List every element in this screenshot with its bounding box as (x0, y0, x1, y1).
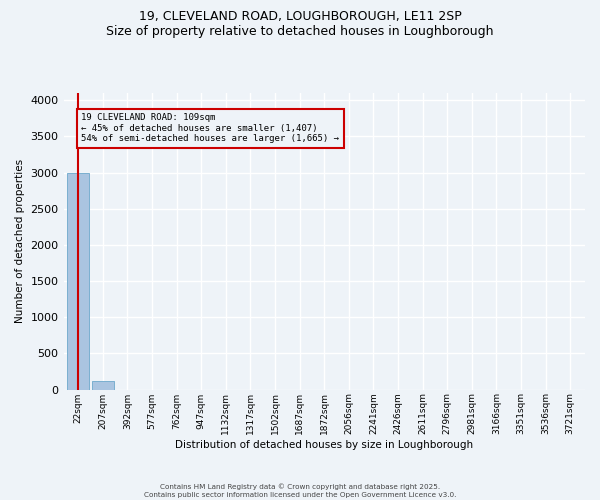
X-axis label: Distribution of detached houses by size in Loughborough: Distribution of detached houses by size … (175, 440, 473, 450)
Y-axis label: Number of detached properties: Number of detached properties (15, 159, 25, 324)
Text: Contains HM Land Registry data © Crown copyright and database right 2025.
Contai: Contains HM Land Registry data © Crown c… (144, 484, 456, 498)
Text: 19 CLEVELAND ROAD: 109sqm
← 45% of detached houses are smaller (1,407)
54% of se: 19 CLEVELAND ROAD: 109sqm ← 45% of detac… (81, 114, 339, 143)
Bar (67, 172, 89, 390)
Text: 19, CLEVELAND ROAD, LOUGHBOROUGH, LE11 2SP
Size of property relative to detached: 19, CLEVELAND ROAD, LOUGHBOROUGH, LE11 2… (106, 10, 494, 38)
Bar (92, 381, 114, 390)
